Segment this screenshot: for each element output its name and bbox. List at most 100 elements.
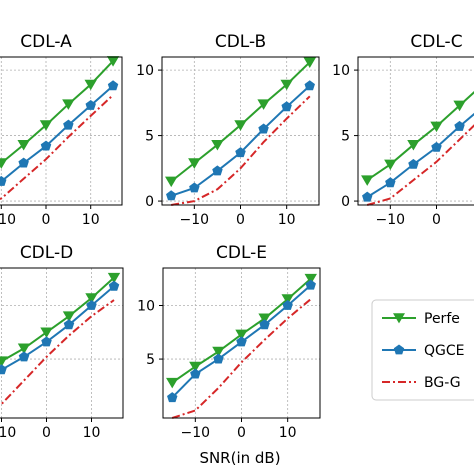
- data-point-perfect: [453, 100, 466, 112]
- y-tick-label: 10: [137, 299, 155, 315]
- data-point-qgcb: [431, 141, 442, 152]
- data-point-qgcb: [0, 175, 7, 186]
- x-axis-label: SNR(in dB): [199, 449, 280, 467]
- data-point-qgcb: [63, 319, 75, 330]
- data-point-perfect: [62, 99, 75, 110]
- x-tick-label: −10: [376, 212, 406, 228]
- data-point-qgcb: [259, 319, 270, 330]
- data-point-qgcb: [41, 336, 52, 347]
- data-point-perfect: [107, 272, 121, 284]
- data-point-qgcb: [0, 364, 7, 375]
- data-point-perfect: [258, 313, 271, 325]
- series-line-perfect: [0, 60, 114, 166]
- data-point-qgcb: [18, 351, 30, 362]
- data-point-qgcb: [86, 300, 97, 310]
- legend-label: BG-G: [424, 375, 461, 391]
- data-point-qgcb: [85, 100, 96, 110]
- data-point-perfect: [85, 293, 98, 304]
- data-point-qgcb: [190, 368, 201, 379]
- data-point-perfect: [0, 158, 8, 169]
- x-tick-label: 0: [42, 425, 51, 441]
- data-point-qgcb: [212, 165, 223, 176]
- data-point-qgcb: [454, 120, 465, 131]
- legend: Perfe QGCE BG-G: [371, 299, 474, 401]
- panel-cdl-d: CDL-D −10 0 10: [0, 243, 124, 441]
- x-tick-label: 10: [279, 425, 297, 441]
- data-point-qgcb: [63, 119, 74, 130]
- legend-label: QGCE: [424, 343, 465, 359]
- legend-marker: [393, 313, 405, 324]
- panel-title: CDL-E: [216, 243, 267, 263]
- x-tick-label: −10: [181, 425, 211, 441]
- x-tick-label: −10: [180, 212, 210, 228]
- series-line-bg-g: [0, 299, 115, 407]
- data-point-perfect: [39, 120, 53, 131]
- data-point-qgcb: [213, 353, 224, 364]
- y-tick-label: 10: [136, 63, 154, 79]
- data-point-qgcb: [281, 101, 292, 112]
- series-line-perfect: [366, 91, 474, 181]
- data-point-qgcb: [166, 190, 177, 201]
- data-point-perfect: [17, 343, 31, 355]
- data-point-perfect: [166, 377, 179, 389]
- series-line-perfect: [0, 276, 115, 364]
- data-point-qgcb: [108, 280, 120, 291]
- data-point-qgcb: [362, 191, 373, 202]
- panel-cdl-b: CDL-B −10 0 10 0 5 10: [136, 32, 320, 228]
- data-point-qgcb: [282, 300, 293, 310]
- panel-title: CDL-D: [20, 243, 73, 263]
- data-point-perfect: [303, 57, 316, 68]
- panel-title: CDL-B: [215, 32, 266, 52]
- x-tick-label: 0: [236, 212, 245, 228]
- data-point-qgcb: [236, 336, 247, 347]
- data-point-perfect: [280, 79, 293, 91]
- x-tick-label: −10: [0, 425, 16, 441]
- data-point-qgcb: [235, 147, 246, 158]
- data-point-qgcb: [107, 80, 119, 91]
- data-point-qgcb: [258, 123, 269, 134]
- data-point-qgcb: [385, 177, 396, 188]
- panel-title: CDL-C: [410, 32, 462, 52]
- data-point-perfect: [384, 159, 397, 171]
- legend-marker: [393, 344, 405, 355]
- data-point-perfect: [257, 99, 270, 110]
- data-point-perfect: [189, 361, 202, 373]
- y-tick-label: 0: [145, 194, 154, 210]
- y-tick-label: 0: [341, 194, 350, 210]
- data-point-qgcb: [304, 80, 315, 91]
- data-point-perfect: [430, 121, 443, 133]
- panel-cdl-e: CDL-E −10 0 10 5 10: [137, 243, 321, 441]
- x-tick-label: 10: [83, 425, 101, 441]
- data-point-perfect: [188, 158, 201, 169]
- series-line-bg-g: [0, 94, 114, 200]
- data-point-qgcb: [189, 182, 200, 193]
- y-tick-label: 5: [341, 129, 350, 145]
- y-tick-label: 5: [145, 129, 154, 145]
- data-point-perfect: [407, 139, 420, 151]
- x-tick-label: 10: [82, 212, 100, 228]
- data-point-perfect: [235, 329, 248, 341]
- data-point-perfect: [304, 273, 317, 285]
- panel-title: CDL-A: [20, 32, 72, 52]
- data-point-perfect: [165, 176, 178, 188]
- series-line-bg-g: [366, 124, 474, 206]
- data-point-perfect: [0, 356, 8, 367]
- panels: CDL-A−10010CDL-B−100100510CDL-C−1000510C…: [0, 32, 474, 441]
- series-line-qgcb: [0, 285, 115, 373]
- series-line-qgcb: [0, 85, 114, 184]
- data-point-perfect: [62, 311, 76, 322]
- y-tick-label: 5: [146, 352, 155, 368]
- data-point-qgcb: [167, 392, 178, 403]
- data-point-perfect: [17, 139, 30, 151]
- legend-label: Perfe: [424, 311, 460, 327]
- x-tick-label: 0: [432, 212, 441, 228]
- series-line-bg-g: [171, 298, 312, 419]
- series-line-bg-g: [171, 95, 311, 206]
- y-tick-label: 10: [332, 63, 350, 79]
- data-point-perfect: [234, 120, 247, 131]
- data-point-perfect: [40, 327, 53, 339]
- data-point-perfect: [212, 346, 225, 358]
- data-point-qgcb: [408, 158, 419, 169]
- axes-frame: [357, 56, 474, 206]
